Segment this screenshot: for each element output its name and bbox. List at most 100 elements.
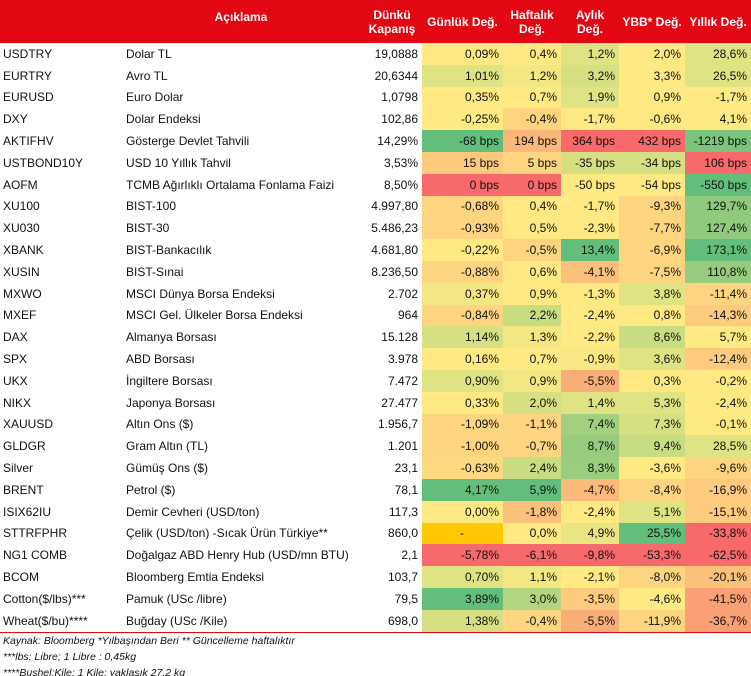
- cell-weekly: 5,9%: [503, 478, 561, 501]
- cell-code: XU100: [3, 199, 40, 214]
- cell-close: 8,50%: [383, 177, 418, 192]
- cell-monthly: 364 bps: [561, 130, 619, 152]
- table-row: DAX Almanya Borsası 15.128 1,14% 1,3% -2,2% 8,…: [0, 326, 751, 349]
- cell-close: 23,1: [394, 461, 418, 476]
- cell-close: 698,0: [362, 609, 422, 633]
- cell-close: 1,0798: [381, 90, 418, 105]
- cell-description: Euro Dolar: [126, 90, 184, 105]
- cell-monthly: 3,2%: [561, 64, 619, 87]
- cell-weekly: 0,6%: [503, 260, 561, 283]
- cell-weekly: -1,8%: [503, 500, 561, 523]
- cell-yearly: -15,1%: [685, 500, 751, 523]
- cell-monthly: -50 bps: [561, 173, 619, 196]
- cell-daily: 0,33%: [422, 391, 503, 414]
- table-row: SPX ABD Borsası 3.978 0,16% 0,7% -0,9% 3,6% -12…: [0, 348, 751, 370]
- cell-close: 79,5: [394, 591, 418, 606]
- cell-monthly: 8,7%: [561, 435, 619, 458]
- cell-ytd: -4,6%: [619, 587, 685, 610]
- cell-monthly: -2,4%: [561, 304, 619, 327]
- cell-description: BIST-100: [126, 199, 177, 214]
- cell-close: 15.128: [381, 330, 418, 345]
- cell-close: 3,53%: [383, 155, 418, 170]
- cell-description: Almanya Borsası: [126, 330, 217, 345]
- cell-close: 102,86: [381, 112, 418, 127]
- cell-weekly: 0,5%: [503, 217, 561, 240]
- cell-code: Silver: [3, 461, 34, 476]
- cell-ytd: -6,9%: [619, 239, 685, 261]
- cell-daily: 0 bps: [422, 173, 503, 196]
- cell-yearly: -550 bps: [685, 173, 751, 196]
- cell-description: Çelik (USD/ton) -Sıcak Ürün Türkiye**: [126, 526, 328, 541]
- cell-description: MSCI Gel. Ülkeler Borsa Endeksi: [126, 308, 303, 323]
- cell-monthly: -35 bps: [561, 151, 619, 174]
- cell-description: BIST-30: [126, 221, 170, 236]
- cell-yearly: -20,1%: [685, 566, 751, 588]
- cell-code: EURUSD: [3, 90, 54, 105]
- header-close: Dünkü Kapanış: [362, 0, 422, 43]
- cell-daily: 0,90%: [422, 369, 503, 392]
- cell-close: 20,6344: [374, 68, 418, 83]
- cell-monthly: 4,9%: [561, 522, 619, 545]
- table-row: BRENT Petrol ($) 78,1 4,17% 5,9% -4,7% -8,4% -1…: [0, 478, 751, 501]
- cell-code: XBANK: [3, 243, 44, 258]
- cell-yearly: -16,9%: [685, 478, 751, 501]
- footnote-source: Kaynak: Bloomberg *Yılbaşından Beri ** G…: [3, 634, 295, 647]
- cell-code: STTRFPHR: [3, 526, 67, 541]
- cell-weekly: 3,0%: [503, 587, 561, 610]
- cell-daily: 0,09%: [422, 43, 503, 65]
- cell-monthly: 8,3%: [561, 457, 619, 479]
- cell-daily: 1,14%: [422, 326, 503, 349]
- cell-ytd: 3,6%: [619, 348, 685, 370]
- cell-ytd: 2,0%: [619, 43, 685, 65]
- cell-ytd: 7,3%: [619, 413, 685, 436]
- table-row: MXWO MSCI Dünya Borsa Endeksi 2.702 0,37% 0,…: [0, 282, 751, 305]
- cell-ytd: 3,3%: [619, 64, 685, 87]
- cell-ytd: 0,9%: [619, 86, 685, 109]
- cell-yearly: 127,4%: [685, 217, 751, 240]
- cell-weekly: 0,7%: [503, 86, 561, 109]
- table-row: Wheat($/bu)**** Buğday (USc /Kile) 698,0 1,…: [0, 609, 751, 633]
- cell-yearly: 106 bps: [685, 151, 751, 174]
- cell-weekly: -1,1%: [503, 413, 561, 436]
- cell-ytd: 8,6%: [619, 326, 685, 349]
- cell-description: Gösterge Devlet Tahvili: [126, 134, 250, 149]
- cell-description: Avro TL: [126, 68, 168, 83]
- cell-code: XAUUSD: [3, 417, 54, 432]
- header-daily: Günlük Değ.: [422, 0, 503, 43]
- cell-description: Japonya Borsası: [126, 395, 216, 410]
- cell-description: Demir Cevheri (USD/ton): [126, 504, 260, 519]
- cell-weekly: 2,0%: [503, 391, 561, 414]
- table-row: Cotton($/lbs)*** Pamuk (USc /libre) 79,5 3,…: [0, 587, 751, 610]
- cell-close: 2.702: [387, 286, 418, 301]
- cell-monthly: 1,9%: [561, 86, 619, 109]
- table-row: XUSIN BIST-Sınai 8.236,50 -0,88% 0,6% -4,1% -7…: [0, 260, 751, 283]
- table-row: NIKX Japonya Borsası 27.477 0,33% 2,0% 1,4% 5,…: [0, 391, 751, 414]
- cell-yearly: -12,4%: [685, 348, 751, 370]
- cell-close: 78,1: [394, 482, 418, 497]
- cell-daily: -0,84%: [422, 304, 503, 327]
- cell-yearly: -62,5%: [685, 544, 751, 567]
- cell-daily: -1,00%: [422, 435, 503, 458]
- cell-monthly: -9,8%: [561, 544, 619, 567]
- cell-yearly: 26,5%: [685, 64, 751, 87]
- cell-daily: 0,00%: [422, 500, 503, 523]
- cell-ytd: 25,5%: [619, 522, 685, 545]
- cell-description: Dolar TL: [126, 46, 172, 61]
- cell-code: DXY: [3, 112, 28, 127]
- cell-weekly: 0,9%: [503, 282, 561, 305]
- cell-weekly: 0,7%: [503, 348, 561, 370]
- table-row: EURTRY Avro TL 20,6344 1,01% 1,2% 3,2% 3,3% 26,…: [0, 64, 751, 87]
- cell-monthly: -1,7%: [561, 195, 619, 218]
- cell-yearly: -0,2%: [685, 369, 751, 392]
- cell-ytd: 3,8%: [619, 282, 685, 305]
- cell-yearly: -0,1%: [685, 413, 751, 436]
- cell-ytd: -0,6%: [619, 108, 685, 131]
- cell-description: Dolar Endeksi: [126, 112, 201, 127]
- cell-yearly: 173,1%: [685, 239, 751, 261]
- footnote-lbs: ***lbs: Libre; 1 Libre : 0,45kg: [3, 650, 137, 663]
- cell-yearly: -14,3%: [685, 304, 751, 327]
- cell-ytd: -7,5%: [619, 260, 685, 283]
- cell-monthly: -3,5%: [561, 587, 619, 610]
- table-row: UKX İngiltere Borsası 7.472 0,90% 0,9% -5,5% 0…: [0, 369, 751, 392]
- footnotes: Kaynak: Bloomberg *Yılbaşından Beri ** G…: [0, 633, 751, 676]
